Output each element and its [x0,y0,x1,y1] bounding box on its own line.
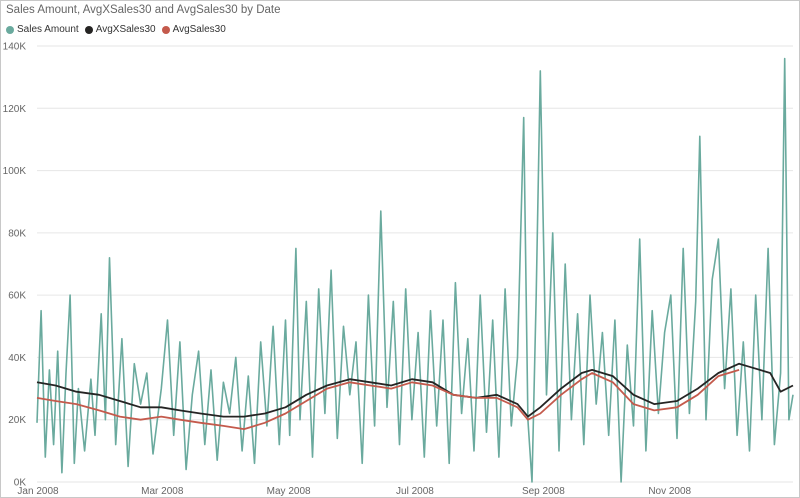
series-line-sales-amount[interactable] [36,57,794,483]
x-tick-label: May 2008 [267,486,311,497]
legend-item-avgsales30[interactable]: AvgSales30 [161,24,226,35]
legend-label: AvgXSales30 [95,24,156,35]
x-tick-label: Jan 2008 [17,486,59,497]
y-tick-label: 80K [8,228,26,239]
x-axis: Jan 2008 Mar 2008 May 2008 Jul 2008 Sep 2008… [17,486,691,497]
gridlines [37,45,793,483]
y-tick-label: 60K [8,291,26,302]
x-tick-label: Mar 2008 [141,486,184,497]
legend: Sales Amount AvgXSales30 AvgSales30 [6,24,232,35]
series-line-avgsales30[interactable] [36,369,740,430]
y-tick-label: 140K [3,42,27,53]
y-axis: 0K 20K 40K 60K 80K 100K 120K 140K [3,42,27,489]
series-lines [36,57,794,483]
x-tick-label: Nov 2008 [648,486,691,497]
legend-marker [6,25,14,34]
legend-marker [161,25,170,34]
legend-item-sales-amount[interactable]: Sales Amount [6,24,79,35]
legend-label: Sales Amount [17,24,79,35]
series-line-avgxsales30[interactable] [36,362,794,418]
legend-marker [84,25,93,34]
y-tick-label: 100K [3,166,27,177]
legend-label: AvgSales30 [172,24,226,35]
y-tick-label: 20K [8,415,26,426]
x-tick-label: Jul 2008 [396,486,434,497]
y-tick-label: 40K [8,353,26,364]
x-tick-label: Sep 2008 [522,486,565,497]
y-tick-label: 120K [3,104,27,115]
chart-title: Sales Amount, AvgXSales30 and AvgSales30… [6,4,281,16]
y-tick-label: 0K [14,478,27,489]
legend-item-avgxsales30[interactable]: AvgXSales30 [84,24,156,35]
